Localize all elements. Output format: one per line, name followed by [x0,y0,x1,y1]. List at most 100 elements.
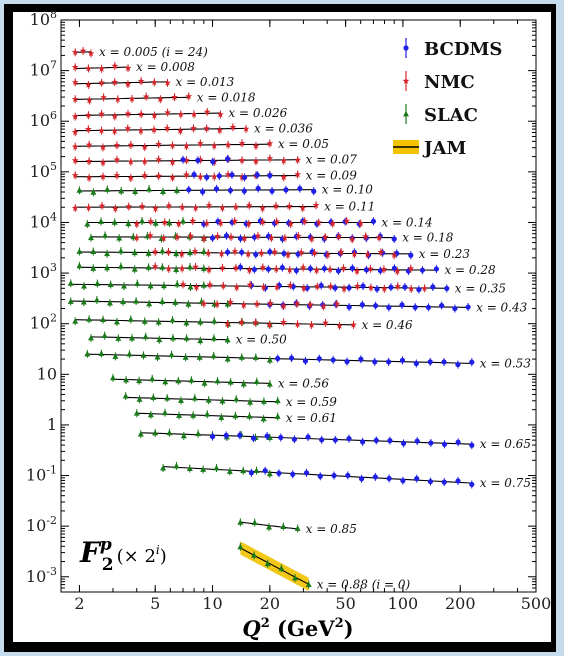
bcdms-point [262,468,268,474]
slac-point [104,264,111,271]
slac-point [260,398,267,404]
slac-point [240,380,247,387]
y-tick-label: 103 [30,261,57,282]
nmc-point [151,262,159,270]
nmc-point [85,157,93,165]
series-3: x = 0.018 [71,90,256,105]
bcdms-point [251,234,258,240]
nmc-point [294,320,301,328]
nmc-point [308,321,315,328]
series-0: x = 0.005 (i = 24) [71,45,208,59]
legend: BCDMS NMC SLAC JAM [393,38,502,159]
nmc-point [196,156,204,163]
nmc-point [380,265,388,273]
bcdms-point [191,172,197,178]
nmc-point [98,79,105,86]
nmc-point [294,156,302,163]
bcdms-point [279,265,285,271]
x-tick-label: 10 [202,594,222,613]
slac-point [186,465,193,471]
nmc-point [171,93,178,101]
nmc-point [280,173,288,181]
slac-point [200,248,207,254]
bcdms-point [386,475,392,482]
nmc-point [421,284,428,292]
slac-point [139,217,146,224]
nmc-point [127,158,135,165]
nmc-point [192,263,199,270]
nmc-point [266,139,274,147]
slac-point [251,552,258,558]
bcdms-point [386,359,392,365]
nmc-point [268,234,275,241]
bcdms-point [344,359,350,365]
bcdms-point [345,472,351,479]
slac-point [146,300,153,307]
nmc-point [252,157,260,165]
series-label: x = 0.05 [278,137,329,151]
series-9: x = 0.10 [76,183,373,197]
nmc-point [99,159,107,166]
slac-point [159,264,166,270]
nmc-point [99,143,107,151]
nmc-point [175,220,183,227]
bcdms-point [414,476,420,482]
nmc-point [242,125,250,132]
slac-point [104,250,111,257]
nmc-point [137,127,145,134]
x-tick-label: 500 [521,594,552,613]
nmc-point [206,281,214,288]
bcdms-point [430,284,436,290]
bcdms-point [412,304,418,310]
nmc-point [227,298,234,306]
nmc-point [164,109,171,116]
nmc-point [187,232,194,239]
slac-point [186,263,193,270]
nmc-point [133,234,141,241]
nmc-point [98,65,106,72]
bcdms-point [307,266,313,272]
series-label: x = 0.005 (i = 24) [99,45,208,59]
nmc-point [311,249,318,256]
nmc-point [142,93,150,100]
nmc-point [294,170,302,178]
nmc-point [111,112,119,120]
nmc-point [178,203,186,210]
nmc-point [217,110,224,118]
nmc-point [272,265,280,272]
bcdms-point [195,157,201,163]
slac-point [134,280,141,286]
nmc-point [183,171,190,178]
series-label: x = 0.23 [419,247,471,261]
bcdms-point [318,282,324,289]
slac-point [173,462,180,469]
nmc-point [111,78,119,86]
bcdms-point [335,268,341,274]
nmc-point [71,156,79,164]
slac-point [240,467,247,474]
nmc-point [273,283,281,290]
nmc-point [294,232,302,239]
nmc-point [71,48,79,56]
slac-point [160,282,167,289]
nmc-point [169,174,176,181]
nmc-point [141,157,149,165]
nmc-point [85,141,93,148]
slac-point [80,298,87,305]
nmc-point [214,232,221,240]
bcdms-point [400,478,406,484]
bcdms-point [391,236,397,242]
bcdms-point [419,267,426,273]
nmc-point [322,319,329,326]
nmc-point [327,282,335,290]
slac-point [84,350,91,357]
slac-point [145,264,152,270]
x-tick-label: 20 [260,594,280,613]
nmc-point [287,220,295,227]
bcdms-point [373,437,379,443]
slac-point [237,543,244,550]
slac-point [305,581,312,588]
series-label: x = 0.56 [278,376,330,390]
y-tick-label: 106 [30,109,57,130]
y-tick-label: 10 [37,364,57,383]
